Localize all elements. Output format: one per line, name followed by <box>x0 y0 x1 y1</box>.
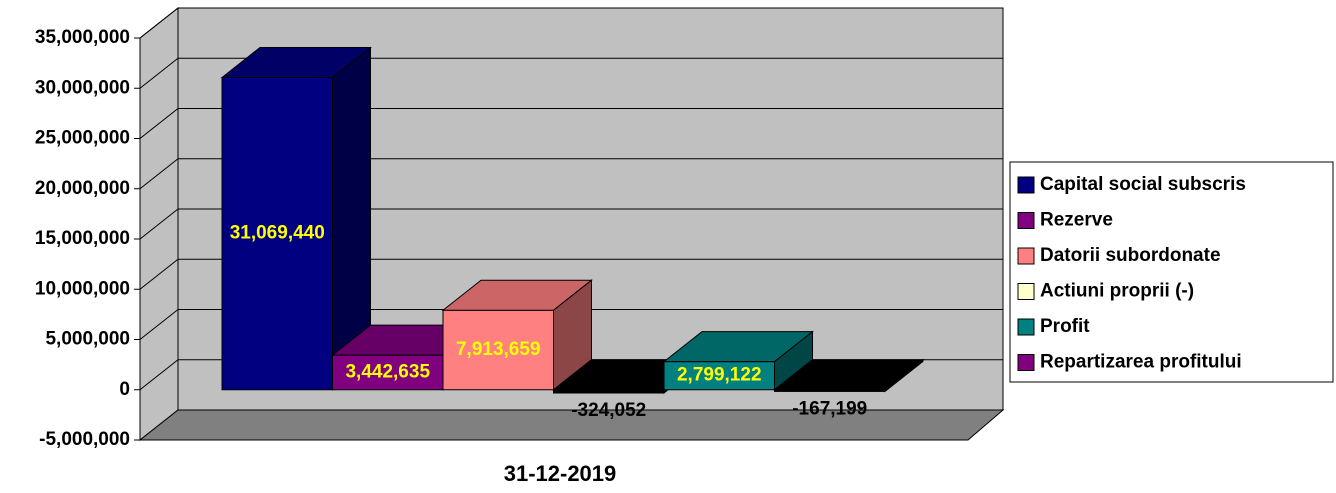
grid-line <box>139 208 179 240</box>
legend-label: Profit <box>1040 316 1090 337</box>
grid-line <box>139 57 179 89</box>
grid-line <box>139 359 179 391</box>
y-tick-label: 0 <box>119 379 130 400</box>
grid-line <box>139 258 179 290</box>
grid-line <box>139 108 179 139</box>
legend-label: Capital social subscris <box>1040 174 1246 195</box>
grid-line <box>139 309 179 340</box>
legend-label: Datorii subordonate <box>1040 245 1221 266</box>
data-label: -167,199 <box>792 398 867 419</box>
data-label: 3,442,635 <box>345 361 430 382</box>
y-tick-label: 35,000,000 <box>35 27 130 48</box>
legend-label: Rezerve <box>1040 210 1113 231</box>
legend-swatch <box>1017 354 1035 371</box>
legend-swatch <box>1017 283 1035 300</box>
y-tick-label: 15,000,000 <box>35 228 130 249</box>
grid-line <box>139 158 179 190</box>
y-tick-label: 10,000,000 <box>35 278 130 299</box>
legend-swatch <box>1017 318 1035 336</box>
y-tick-label: -5,000,000 <box>39 429 130 450</box>
data-label: 7,913,659 <box>456 339 541 360</box>
legend-swatch <box>1017 247 1035 265</box>
bar-side <box>884 358 924 393</box>
floor <box>138 409 1005 441</box>
y-tick-label: 25,000,000 <box>35 128 130 149</box>
legend-swatch <box>1017 212 1035 229</box>
data-label: 31,069,440 <box>230 223 325 244</box>
grid-line <box>139 7 179 39</box>
y-tick-label: 30,000,000 <box>35 77 130 98</box>
y-tick-label: 20,000,000 <box>35 178 130 199</box>
bar <box>221 77 333 391</box>
legend-label: Actiuni proprii (-) <box>1040 281 1194 302</box>
y-tick-label: 5,000,000 <box>45 329 130 350</box>
legend-label: Repartizarea profitului <box>1040 352 1242 373</box>
legend-swatch <box>1017 176 1035 194</box>
bar <box>442 309 554 391</box>
legend <box>1009 161 1334 383</box>
data-label: -324,052 <box>571 400 646 421</box>
x-axis-label: 31-12-2019 <box>504 461 617 486</box>
data-label: 2,799,122 <box>677 365 762 386</box>
bar <box>332 354 444 391</box>
